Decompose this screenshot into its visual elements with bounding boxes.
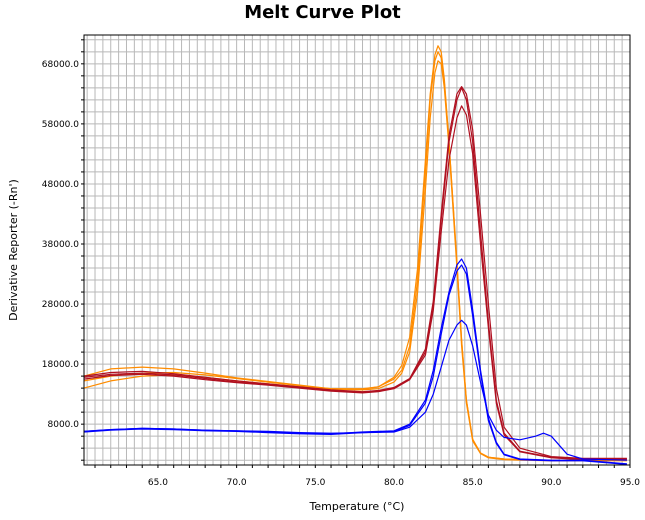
x-tick-label: 85.0 — [463, 478, 483, 488]
chart-title: Melt Curve Plot — [244, 2, 401, 23]
series-line-blue-3 — [83, 319, 627, 461]
y-axis: 8000.0 18000.0 28000.0 38000.0 48000.0 58000.… — [42, 39, 84, 461]
x-axis-label: Temperature (°C) — [309, 500, 405, 513]
series-line-red-3 — [83, 85, 627, 459]
x-tick-label: 90.0 — [541, 478, 561, 488]
y-tick-label: 68000.0 — [42, 60, 79, 70]
y-tick-label: 58000.0 — [42, 120, 79, 130]
series-group — [83, 45, 627, 465]
series-line-orange-3 — [83, 45, 627, 461]
y-tick-label: 38000.0 — [42, 240, 79, 250]
x-tick-label: 95.0 — [620, 478, 640, 488]
x-tick-label: 75.0 — [305, 478, 325, 488]
y-tick-label: 48000.0 — [42, 180, 79, 190]
y-tick-label: 28000.0 — [42, 300, 79, 310]
y-tick-label: 8000.0 — [48, 420, 80, 430]
x-tick-label: 70.0 — [227, 478, 247, 488]
y-axis-label: Derivative Reporter (-Rn') — [7, 179, 20, 321]
grid — [84, 35, 631, 465]
x-axis: 65.0 70.0 75.0 80.0 85.0 90.0 95.0 — [94, 465, 640, 488]
plot-frame — [83, 34, 631, 466]
x-tick-label: 80.0 — [384, 478, 404, 488]
y-tick-label: 18000.0 — [42, 360, 79, 370]
series-line-red-2 — [83, 105, 627, 461]
x-tick-label: 65.0 — [148, 478, 168, 488]
